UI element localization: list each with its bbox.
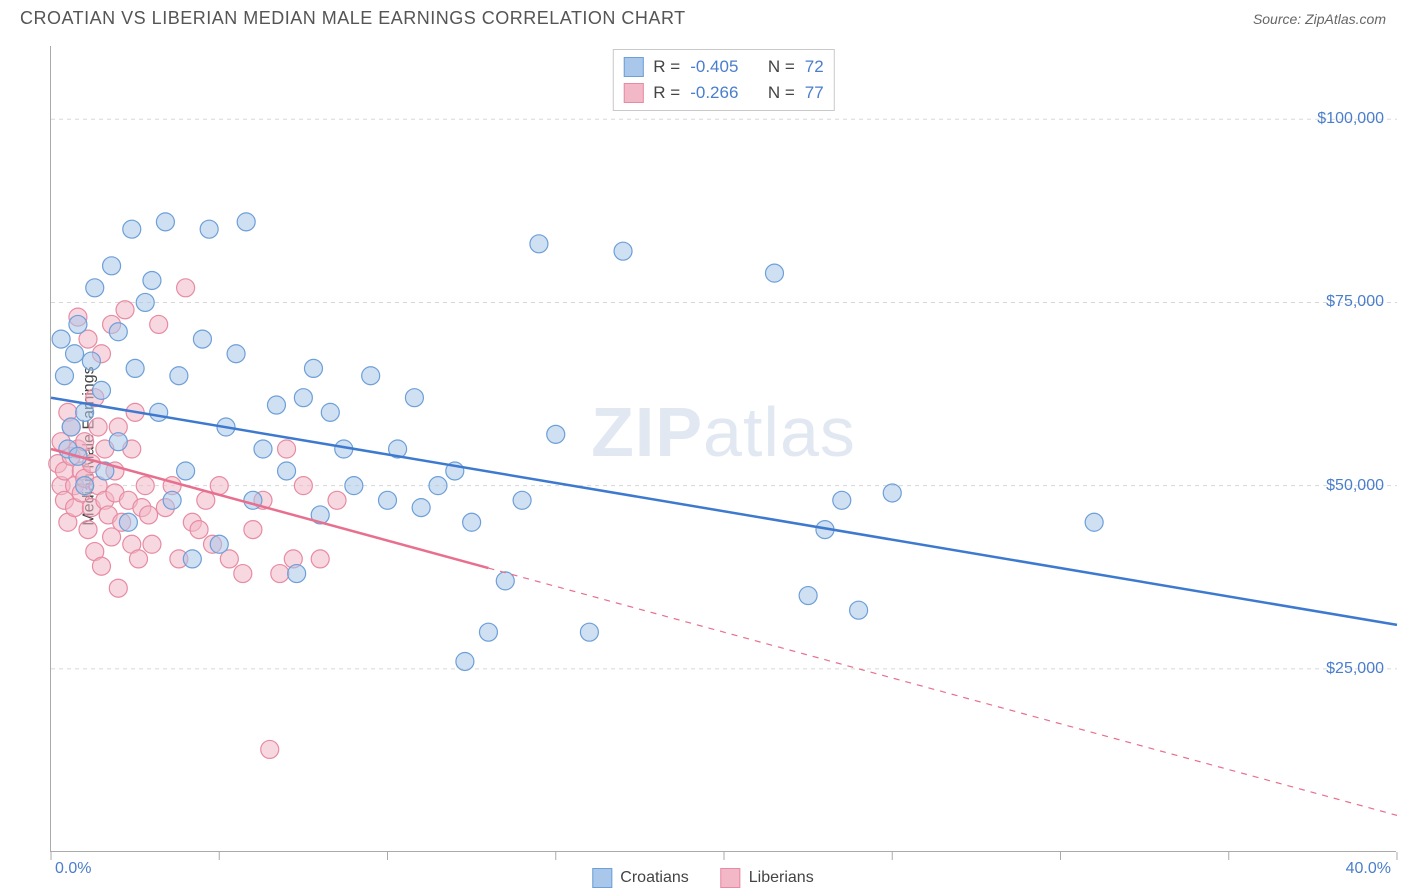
r-value-1: -0.405 [690, 54, 738, 80]
r-value-2: -0.266 [690, 80, 738, 106]
y-tick-label: $100,000 [1317, 110, 1384, 128]
n-label: N = [768, 80, 795, 106]
source-label: Source: ZipAtlas.com [1253, 11, 1386, 27]
stats-row-series2: R = -0.266 N = 77 [623, 80, 823, 106]
chart-plot-area: ZIPatlas R = -0.405 N = 72 R = -0.266 N … [50, 46, 1396, 852]
stats-swatch-1 [623, 57, 643, 77]
legend-item-1: Croatians [592, 868, 688, 888]
chart-title: CROATIAN VS LIBERIAN MEDIAN MALE EARNING… [20, 8, 686, 29]
y-tick-label: $50,000 [1326, 477, 1384, 495]
n-label: N = [768, 54, 795, 80]
n-value-2: 77 [805, 80, 824, 106]
n-value-1: 72 [805, 54, 824, 80]
scatter-plot-svg [51, 46, 1396, 851]
r-label: R = [653, 54, 680, 80]
stats-row-series1: R = -0.405 N = 72 [623, 54, 823, 80]
correlation-stats-box: R = -0.405 N = 72 R = -0.266 N = 77 [612, 49, 834, 111]
r-label: R = [653, 80, 680, 106]
legend-item-2: Liberians [721, 868, 814, 888]
bottom-legend: Croatians Liberians [592, 868, 813, 888]
x-tick-min: 0.0% [55, 860, 91, 878]
legend-label-1: Croatians [620, 869, 688, 887]
stats-swatch-2 [623, 83, 643, 103]
x-tick-max: 40.0% [1346, 860, 1391, 878]
legend-swatch-1 [592, 868, 612, 888]
y-tick-label: $25,000 [1326, 660, 1384, 678]
legend-swatch-2 [721, 868, 741, 888]
y-tick-label: $75,000 [1326, 293, 1384, 311]
legend-label-2: Liberians [749, 869, 814, 887]
